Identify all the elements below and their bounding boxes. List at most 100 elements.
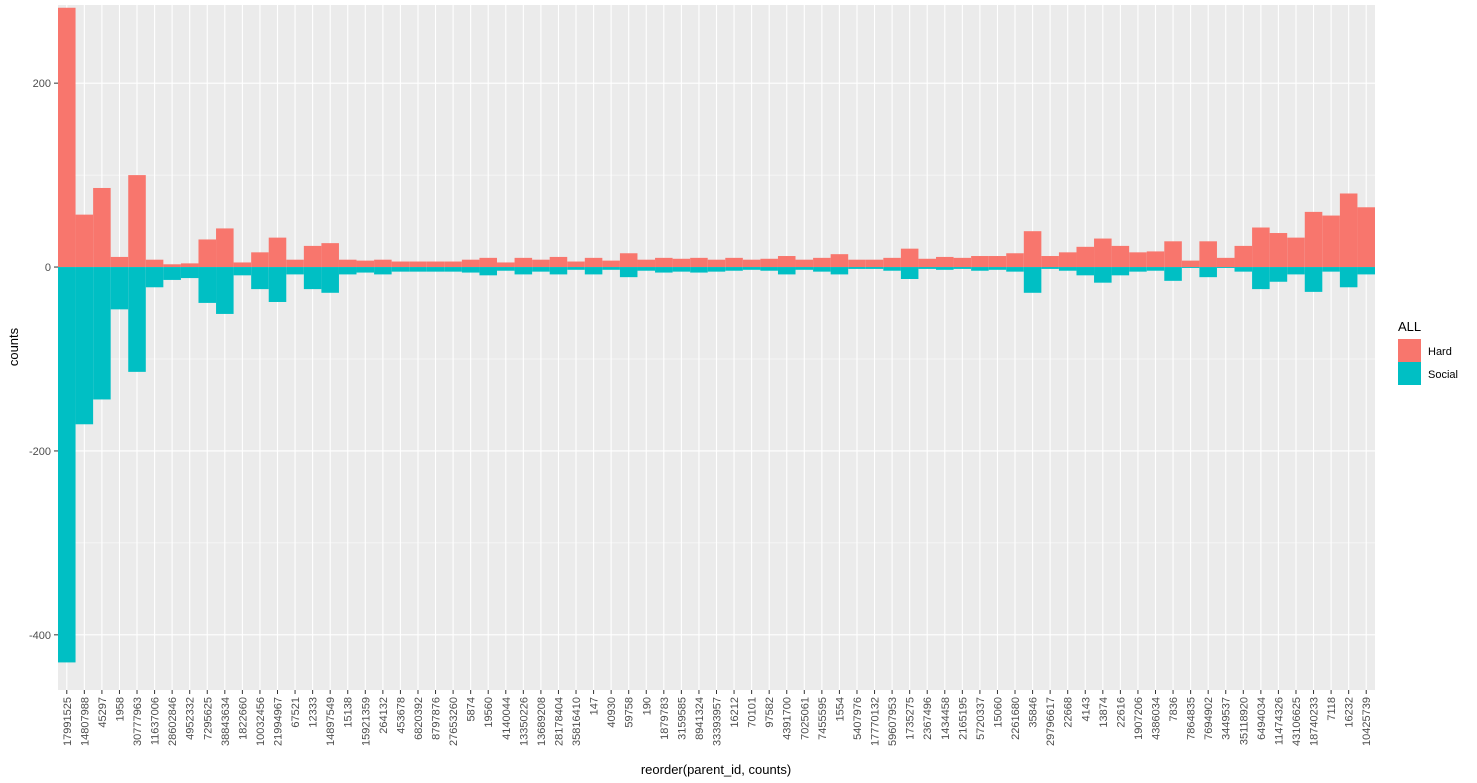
y-tick-label: -400	[29, 630, 51, 642]
x-tick-label: 35118920	[1238, 697, 1250, 745]
bar-social-13689208	[532, 267, 550, 272]
bar-social-21994967	[268, 267, 287, 302]
bar-hard-8941324	[690, 257, 708, 268]
x-tick-label: 7836	[1168, 697, 1180, 721]
bar-social-2261680	[1006, 267, 1024, 272]
bar-hard-27653260	[444, 261, 462, 268]
x-tick-label: 8941324	[694, 697, 706, 740]
x-tick-label: 30777963	[132, 697, 144, 746]
bar-social-13874	[1094, 267, 1112, 283]
x-tick-label: 5407976	[852, 697, 864, 740]
bar-hard-7118	[1322, 215, 1340, 268]
x-tick-label: 7118	[1326, 697, 1338, 721]
x-tick-label: 40930	[606, 697, 618, 728]
legend-label-hard: Hard	[1428, 346, 1452, 358]
bar-hard-7694902	[1199, 241, 1217, 268]
bar-hard-5407976	[848, 259, 866, 268]
x-tick-label: 4952332	[185, 697, 197, 740]
bar-social-19560	[479, 267, 497, 276]
x-tick-label: 14807988	[79, 697, 91, 746]
x-tick-label: 1735275	[905, 697, 917, 740]
bar-social-3449537	[1216, 267, 1235, 268]
bar-social-22668	[1058, 267, 1077, 271]
x-tick-label: 7025061	[799, 697, 811, 740]
x-tick-label: 15138	[343, 697, 355, 728]
bar-social-8797876	[426, 267, 445, 272]
bars	[58, 7, 1375, 663]
bar-social-4386034	[1146, 267, 1165, 271]
bar-social-10425739	[1357, 267, 1375, 275]
bar-social-1434458	[936, 267, 954, 270]
x-tick-label: 1554	[834, 697, 846, 721]
x-tick-label: 45297	[97, 697, 109, 728]
bar-hard-13689208	[532, 259, 550, 268]
bar-hard-12333	[303, 245, 322, 268]
bar-social-10032456	[251, 267, 269, 290]
bar-hard-67521	[286, 259, 304, 268]
bar-hard-3159585	[672, 258, 691, 268]
x-tick-label: 28602846	[167, 697, 179, 746]
bar-hard-33393957	[707, 259, 726, 268]
bar-hard-7455595	[813, 257, 831, 268]
bar-hard-17991525	[58, 7, 76, 268]
bar-hard-14897549	[321, 243, 339, 268]
bar-hard-28178404	[549, 256, 568, 268]
bar-social-35118920	[1234, 267, 1253, 272]
bar-hard-18740233	[1304, 211, 1323, 268]
bar-social-16212	[725, 267, 743, 271]
bar-social-5720337	[971, 267, 989, 271]
bar-social-7694902	[1199, 267, 1217, 278]
bar-hard-13874	[1094, 238, 1112, 268]
bar-hard-1434458	[936, 256, 954, 268]
x-tick-label: 3159585	[676, 697, 688, 740]
bar-social-1735275	[900, 267, 919, 279]
x-axis-title: reorder(parent_id, counts)	[641, 762, 791, 777]
bar-social-70101	[742, 267, 761, 270]
bar-hard-21994967	[268, 237, 287, 268]
bar-hard-1958	[110, 256, 129, 268]
x-tick-label: 14897549	[325, 697, 337, 746]
x-tick-label: 3449537	[1221, 697, 1233, 740]
x-tick-label: 59758	[624, 697, 636, 728]
bar-hard-7295625	[198, 239, 217, 268]
bar-social-15060	[988, 267, 1007, 270]
bar-social-453678	[391, 267, 410, 272]
bar-social-4952332	[180, 267, 199, 279]
bar-social-4143	[1076, 267, 1095, 276]
bar-hard-29796617	[1041, 256, 1059, 268]
x-tick-label: 70101	[747, 697, 759, 728]
bar-hard-7864835	[1181, 260, 1200, 268]
x-tick-label: 13874	[1098, 697, 1110, 728]
bar-hard-1554	[830, 254, 849, 268]
bar-hard-59758	[619, 253, 638, 268]
bar-hard-1735275	[900, 248, 919, 268]
bar-hard-11474326	[1269, 233, 1288, 268]
bar-social-59758	[619, 267, 638, 278]
x-tick-label: 13350226	[518, 697, 530, 746]
x-tick-label: 7295625	[202, 697, 214, 740]
x-tick-label: 7864835	[1186, 697, 1198, 740]
bar-social-16232	[1339, 267, 1358, 288]
bar-social-59607953	[883, 267, 901, 271]
bar-social-35816410	[567, 267, 585, 270]
bar-social-1907206	[1129, 267, 1147, 272]
x-tick-label: 5720337	[975, 697, 987, 740]
x-tick-label: 4143	[1080, 697, 1092, 721]
x-tick-label: 264132	[378, 697, 390, 734]
bar-hard-43106625	[1287, 237, 1305, 268]
x-tick-label: 7455595	[817, 697, 829, 740]
bar-hard-22668	[1058, 252, 1077, 268]
bar-hard-28602846	[163, 264, 181, 268]
x-axis: 17991525 14807988 45297 1958 30777963 1163700…	[62, 690, 1373, 746]
bar-social-97582	[760, 267, 778, 271]
bar-hard-35118920	[1234, 245, 1253, 268]
x-tick-label: 17991525	[62, 697, 74, 746]
x-tick-label: 18740233	[1309, 697, 1321, 746]
x-tick-label: 5874	[466, 697, 478, 721]
bar-hard-10032456	[251, 252, 269, 268]
bar-hard-7025061	[795, 259, 814, 268]
bar-hard-45297	[93, 187, 111, 268]
x-tick-label: 1879783	[659, 697, 671, 740]
x-tick-label: 67521	[290, 697, 302, 728]
bar-social-11474326	[1269, 267, 1288, 282]
